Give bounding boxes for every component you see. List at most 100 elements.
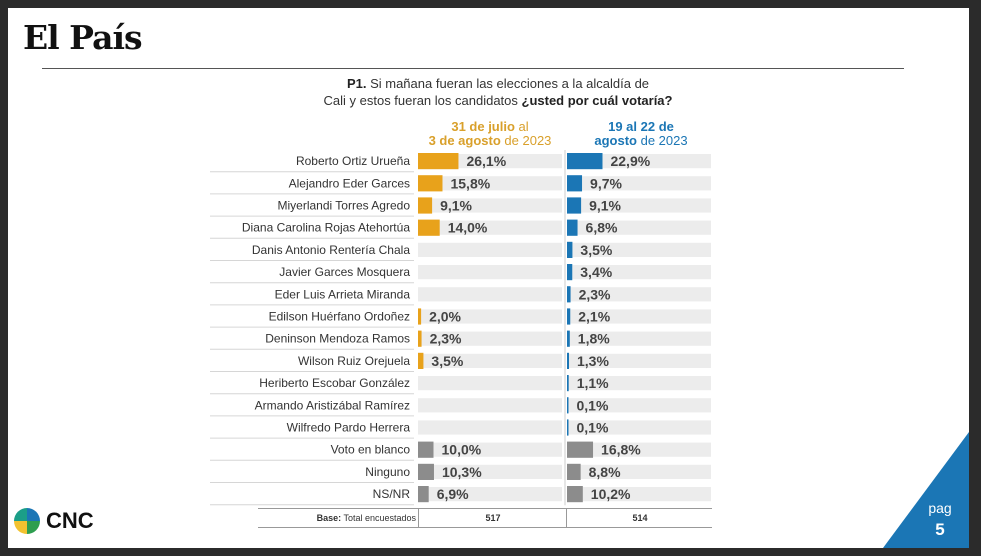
- bar: [567, 330, 570, 347]
- bar: [567, 241, 573, 258]
- bar: [567, 197, 582, 214]
- bar-track: [567, 442, 711, 457]
- bar-value-label: 14,0%: [448, 220, 488, 236]
- bar-value-label: 8,8%: [589, 464, 621, 480]
- base-label: Base: Total encuestados: [258, 509, 416, 527]
- bar: [418, 219, 440, 236]
- bar: [418, 352, 424, 369]
- bar-value-label: 15,8%: [450, 175, 490, 191]
- bar: [567, 219, 578, 236]
- bar-value-label: 2,3%: [430, 331, 462, 347]
- bar-value-label: 9,1%: [440, 198, 472, 214]
- bar: [418, 197, 433, 214]
- bar-value-label: 2,1%: [578, 309, 610, 325]
- bar-track: [567, 464, 711, 479]
- bar-value-label: 2,3%: [579, 286, 611, 302]
- bar-track: [567, 154, 711, 169]
- bar-track: [567, 353, 711, 368]
- row-label: NS/NR: [373, 487, 411, 501]
- row-label: Ninguno: [365, 465, 410, 479]
- bar: [567, 308, 571, 325]
- bar-value-label: 16,8%: [601, 442, 641, 458]
- question-number: P1.: [346, 76, 367, 91]
- bar-value-label: 1,3%: [577, 353, 609, 369]
- bar-track: [418, 398, 562, 413]
- bar-track: [418, 442, 562, 457]
- bar-value-label: 1,8%: [578, 331, 610, 347]
- bar-value-label: 1,1%: [577, 375, 609, 391]
- bar-track: [418, 198, 562, 213]
- bar-track: [567, 176, 711, 191]
- bar: [567, 375, 569, 392]
- bar-track: [418, 287, 562, 302]
- col1-line2-rest: de 2023: [500, 133, 552, 148]
- bar: [567, 419, 569, 436]
- col1-line1-rest: al: [514, 119, 529, 134]
- row-label: Heriberto Escobar González: [259, 376, 410, 390]
- row-label: Voto en blanco: [331, 443, 411, 457]
- bar-value-label: 3,4%: [580, 264, 612, 280]
- col2-line2-bold: agosto: [594, 133, 637, 148]
- column-header-wave2: 19 al 22 de agosto de 2023: [567, 120, 715, 148]
- row-label: Wilson Ruiz Orejuela: [298, 354, 410, 368]
- bar-track: [418, 309, 562, 324]
- bar-track: [418, 464, 562, 479]
- bar: [418, 175, 443, 192]
- base-row: Base: Total encuestados 517 514: [258, 508, 712, 528]
- cnc-logo-text: CNC: [46, 508, 94, 533]
- base-label-rest: Total encuestados: [341, 513, 416, 523]
- bar: [418, 330, 422, 347]
- bar-track: [567, 220, 711, 235]
- cnc-logo-icon: [14, 508, 40, 534]
- page-number: 5: [935, 520, 945, 539]
- bar-value-label: 3,5%: [580, 242, 612, 258]
- question-line1: Si mañana fueran las elecciones a la alc…: [366, 76, 650, 91]
- bar-track: [567, 487, 711, 502]
- bar-track: [418, 487, 562, 502]
- bar-track: [418, 353, 562, 368]
- bar-track: [567, 198, 711, 213]
- bar: [567, 175, 583, 192]
- question-text: P1. Si mañana fueran las elecciones a la…: [268, 75, 728, 109]
- cnc-logo: CNC: [14, 508, 94, 534]
- bar: [418, 486, 429, 503]
- bar-track: [418, 420, 562, 435]
- base-value-wave2: 514: [566, 509, 713, 527]
- bar-track: [567, 287, 711, 302]
- col1-line1-bold: 31 de julio: [451, 119, 515, 134]
- row-label: Eder Luis Arrieta Miranda: [275, 287, 411, 301]
- row-label: Miyerlandi Torres Agredo: [277, 199, 410, 213]
- bar-track: [418, 176, 562, 191]
- header-rule: [42, 68, 904, 69]
- base-label-bold: Base:: [316, 513, 342, 523]
- bar-value-label: 6,8%: [586, 220, 618, 236]
- bar-value-label: 6,9%: [437, 486, 469, 502]
- bar: [418, 153, 459, 170]
- bar-value-label: 10,3%: [442, 464, 482, 480]
- bar: [567, 352, 570, 369]
- row-label: Armando Aristizábal Ramírez: [255, 398, 410, 412]
- bar-track: [567, 420, 711, 435]
- bar-track: [567, 398, 711, 413]
- page-corner-triangle: [883, 432, 969, 548]
- bar-value-label: 22,9%: [610, 153, 650, 169]
- base-value-wave1: 517: [418, 509, 567, 527]
- bar-track: [418, 220, 562, 235]
- bar-track: [567, 242, 711, 257]
- bar-track: [567, 309, 711, 324]
- question-line2-bold: ¿usted por cuál votaría?: [521, 93, 673, 108]
- row-label: Diana Carolina Rojas Atehortúa: [242, 221, 410, 235]
- bar: [567, 397, 569, 414]
- row-label: Roberto Ortiz Urueña: [296, 154, 410, 168]
- bar-value-label: 2,0%: [429, 309, 461, 325]
- bar-value-label: 9,7%: [590, 175, 622, 191]
- bar-track: [567, 376, 711, 391]
- bar-track: [418, 331, 562, 346]
- bar: [418, 308, 422, 325]
- bar-value-label: 3,5%: [431, 353, 463, 369]
- bar-value-label: 0,1%: [577, 397, 609, 413]
- page-label: pag: [928, 500, 952, 516]
- row-label: Edilson Huérfano Ordoñez: [269, 310, 410, 324]
- row-label: Danis Antonio Rentería Chala: [252, 243, 410, 257]
- row-label: Alejandro Eder Garces: [289, 176, 410, 190]
